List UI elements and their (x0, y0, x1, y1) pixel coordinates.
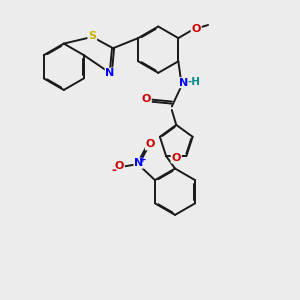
Text: S: S (88, 31, 96, 41)
Text: -: - (112, 164, 117, 177)
Text: N: N (179, 78, 188, 88)
Text: N: N (134, 158, 143, 168)
Text: O: O (146, 140, 155, 149)
Text: O: O (142, 94, 151, 104)
Text: O: O (172, 153, 181, 163)
Text: -H: -H (187, 77, 200, 87)
Text: N: N (106, 68, 115, 79)
Text: +: + (139, 155, 147, 164)
Text: O: O (191, 24, 201, 34)
Text: O: O (115, 161, 124, 171)
